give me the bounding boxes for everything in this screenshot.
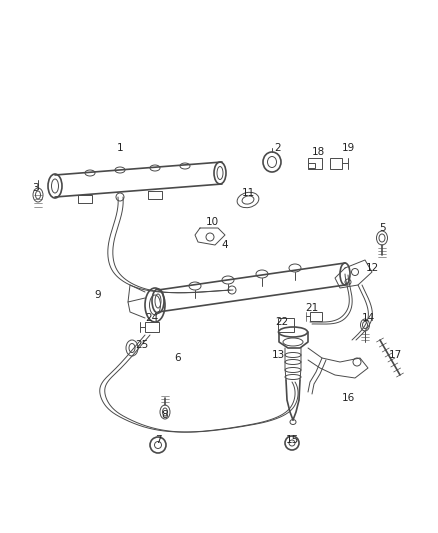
Text: 7: 7 [155, 435, 161, 445]
Text: 4: 4 [222, 240, 228, 250]
Text: 8: 8 [162, 410, 168, 420]
Text: 18: 18 [311, 147, 325, 157]
Text: 21: 21 [305, 303, 318, 313]
FancyBboxPatch shape [308, 163, 315, 168]
FancyBboxPatch shape [310, 312, 322, 321]
FancyBboxPatch shape [145, 322, 159, 332]
Text: 11: 11 [241, 188, 254, 198]
Text: 19: 19 [341, 143, 355, 153]
Text: 12: 12 [365, 263, 378, 273]
Text: 5: 5 [379, 223, 385, 233]
Text: 13: 13 [272, 350, 285, 360]
Text: 24: 24 [145, 313, 159, 323]
Text: 1: 1 [117, 143, 124, 153]
Text: 15: 15 [286, 435, 299, 445]
Text: 17: 17 [389, 350, 402, 360]
Text: 25: 25 [135, 340, 148, 350]
FancyBboxPatch shape [308, 158, 322, 169]
Text: 14: 14 [361, 313, 374, 323]
Text: 6: 6 [175, 353, 181, 363]
Text: 16: 16 [341, 393, 355, 403]
Text: 2: 2 [275, 143, 281, 153]
Text: 9: 9 [95, 290, 101, 300]
Text: 3: 3 [32, 183, 38, 193]
Text: 10: 10 [205, 217, 219, 227]
Text: 22: 22 [276, 317, 289, 327]
FancyBboxPatch shape [330, 158, 342, 169]
FancyBboxPatch shape [278, 318, 294, 332]
